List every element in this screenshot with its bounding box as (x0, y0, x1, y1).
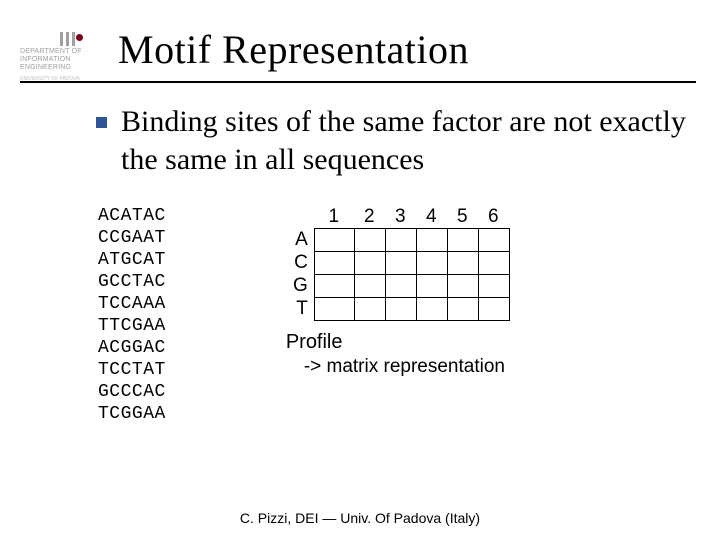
slide-footer: C. Pizzi, DEI — Univ. Of Padova (Italy) (0, 510, 720, 526)
table-row (314, 252, 509, 275)
bullet-text: Binding sites of the same factor are not… (121, 103, 688, 178)
sequence-item: TCCAAA (98, 294, 166, 316)
institution-logo: DEPARTMENT OF INFORMATION ENGINEERING UN… (20, 34, 82, 82)
profile-row-headers: A C G T (286, 228, 308, 321)
col-header: 1 (314, 206, 354, 228)
profile-column: 1 2 3 4 5 6 A C G T (286, 206, 510, 426)
logo-text-line1: DEPARTMENT OF (20, 48, 82, 56)
col-header: 3 (385, 206, 416, 228)
profile-column-headers: 1 2 3 4 5 6 (314, 206, 510, 228)
row-header: A (286, 228, 308, 251)
bullet-icon (96, 117, 107, 128)
profile-grid-area: A C G T (286, 228, 510, 321)
slide-title: Motif Representation (118, 26, 696, 73)
logo-text-line3: ENGINEERING (20, 64, 71, 72)
logo-bars-icon (60, 32, 75, 46)
bullet-row: Binding sites of the same factor are not… (0, 97, 720, 178)
sequence-item: GCCCAC (98, 382, 166, 404)
content-area: ACATAC CCGAAT ATGCAT GCCTAC TCCAAA TTCGA… (0, 178, 720, 426)
sequence-item: ATGCAT (98, 250, 166, 272)
sequence-list: ACATAC CCGAAT ATGCAT GCCTAC TCCAAA TTCGA… (98, 206, 166, 426)
table-row (314, 275, 509, 298)
sequence-item: TTCGAA (98, 316, 166, 338)
col-header: 4 (416, 206, 447, 228)
col-header: 5 (447, 206, 478, 228)
profile-label: Profile (286, 331, 510, 354)
sequence-item: TCCTAT (98, 360, 166, 382)
col-header: 6 (478, 206, 509, 228)
logo-text-line2: INFORMATION (20, 56, 71, 64)
profile-table-wrap: 1 2 3 4 5 6 A C G T (286, 206, 510, 321)
sequence-item: ACATAC (98, 206, 166, 228)
table-row (314, 229, 509, 252)
logo-subtext: UNIVERSITY OF PADOVA (20, 76, 80, 82)
row-header: C (286, 251, 308, 274)
profile-grid (314, 228, 510, 321)
row-header: T (286, 297, 308, 320)
col-header: 2 (354, 206, 385, 228)
sequence-item: CCGAAT (98, 228, 166, 250)
sequence-item: TCGGAA (98, 404, 166, 426)
slide-header: DEPARTMENT OF INFORMATION ENGINEERING UN… (20, 0, 696, 83)
sequence-item: GCCTAC (98, 272, 166, 294)
logo-dot-icon (76, 34, 83, 41)
row-header: G (286, 274, 308, 297)
sequence-item: ACGGAC (98, 338, 166, 360)
table-row (314, 298, 509, 321)
profile-sublabel: -> matrix representation (304, 356, 510, 378)
